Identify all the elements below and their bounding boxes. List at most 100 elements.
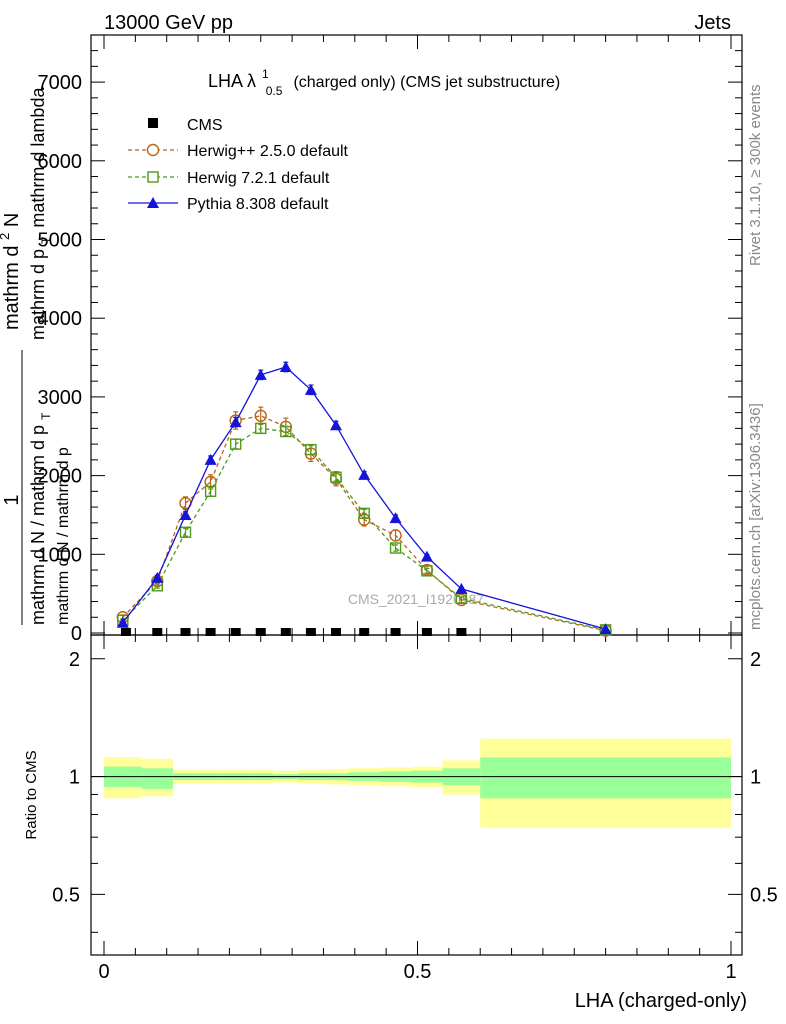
data-point xyxy=(329,419,342,431)
data-point xyxy=(305,443,317,456)
y-label-den1: mathrm d N / mathrm d p T xyxy=(28,412,53,625)
data-point xyxy=(420,550,433,562)
x-axis-label: LHA (charged-only) xyxy=(575,990,747,1012)
ratio-band-green xyxy=(480,757,731,799)
main-y-tick-label: 1000 xyxy=(38,544,83,566)
series-2 xyxy=(117,422,612,636)
ratio-y-tick-label-left: 0.5 xyxy=(52,884,80,906)
data-point xyxy=(204,453,217,465)
x-tick-label: 1 xyxy=(725,961,736,983)
header-jets: Jets xyxy=(694,12,731,34)
ratio-bands xyxy=(104,738,731,828)
data-point xyxy=(389,529,402,542)
main-y-tick-label: 2000 xyxy=(38,466,83,488)
main-y-tick-label: 7000 xyxy=(38,72,83,94)
x-tick-label: 0 xyxy=(98,961,109,983)
y-label-one: 1 xyxy=(1,494,23,505)
data-point xyxy=(229,438,242,450)
y-label-num2-rest: mathrm d lambda xyxy=(28,87,48,228)
data-point xyxy=(179,508,192,520)
data-point xyxy=(330,471,342,483)
ratio-band-green xyxy=(141,768,173,789)
main-y-tick-label: 4000 xyxy=(38,308,83,330)
main-y-tick-label: 3000 xyxy=(38,387,83,409)
data-point xyxy=(280,628,291,636)
data-point xyxy=(456,628,467,636)
ratio-y-tick-label-left: 1 xyxy=(69,767,80,789)
y-label-den2: mathrm d N / mathrm d p xyxy=(55,447,72,625)
y-label-num2-text: mathrm d p xyxy=(28,249,48,340)
data-point xyxy=(255,422,267,435)
data-point xyxy=(305,628,316,636)
ratio-panel-frame xyxy=(90,634,743,956)
main-y-tick-label: 6000 xyxy=(38,151,83,173)
series-layer xyxy=(116,360,612,637)
legend: CMS Herwig++ 2.5.0 default Herwig 7.2.1 … xyxy=(128,117,349,213)
data-point xyxy=(229,416,242,428)
chart-title-sup: 1 xyxy=(262,67,269,81)
ratio-y-tick-label-left: 2 xyxy=(69,649,80,671)
main-y-tick-label: 0 xyxy=(71,623,82,645)
ratio-y-tick-label-right: 2 xyxy=(750,649,761,671)
data-point xyxy=(279,360,292,372)
data-point xyxy=(255,628,266,636)
data-point xyxy=(390,628,401,636)
ratio-y-ticks: 0.5 0.5 1 1 2 2 xyxy=(52,649,778,933)
data-point xyxy=(330,628,341,636)
mcplots-label: mcplots.cern.ch [arXiv:1306.3436] xyxy=(747,403,764,630)
data-point xyxy=(421,565,433,577)
data-point xyxy=(116,616,129,628)
ratio-y-label: Ratio to CMS xyxy=(23,750,40,839)
y-label-num1-sup: 2 xyxy=(0,233,12,240)
ratio-y-tick-label-right: 1 xyxy=(750,767,761,789)
chart-title-main: LHA λ xyxy=(208,71,256,91)
header-energy: 13000 GeV pp xyxy=(104,12,233,34)
legend-herwigpp-label: Herwig++ 2.5.0 default xyxy=(187,143,349,160)
series-0 xyxy=(120,628,467,636)
legend-cms-label: CMS xyxy=(187,117,223,134)
rivet-label: Rivet 3.1.10, ≥ 300k events xyxy=(747,84,764,266)
series-3 xyxy=(116,360,612,635)
data-point xyxy=(152,628,163,636)
data-point xyxy=(304,383,317,395)
legend-herwig7-marker xyxy=(147,171,159,183)
data-point xyxy=(359,628,370,636)
main-y-ticks: 0 1000 2000 3000 4000 5000 6000 7000 xyxy=(38,50,742,645)
data-point xyxy=(204,485,217,498)
data-point xyxy=(389,512,402,524)
chart-title: LHA λ 1 0.5 (charged only) (CMS jet subs… xyxy=(208,62,560,99)
series-line xyxy=(122,366,606,630)
y-label-den1-text: mathrm d N / mathrm d p xyxy=(28,425,48,625)
data-point xyxy=(230,628,241,636)
data-point xyxy=(205,628,216,636)
data-point xyxy=(254,409,267,422)
y-label-num2-sub: T xyxy=(39,236,53,244)
ratio-y-tick-label-right: 0.5 xyxy=(750,884,778,906)
watermark: CMS_2021_I1920187 xyxy=(348,591,484,607)
data-point xyxy=(280,425,292,438)
y-label-num1-rest: N xyxy=(1,213,23,227)
data-point xyxy=(389,542,402,554)
legend-pythia-marker xyxy=(147,197,159,208)
legend-cms-marker xyxy=(148,118,158,128)
data-point xyxy=(254,368,267,380)
chart-title-rest: (charged only) (CMS jet substructure) xyxy=(293,74,560,91)
x-ticks: 0 0.5 1 xyxy=(98,35,737,983)
data-point xyxy=(180,628,191,636)
data-point xyxy=(151,571,164,583)
data-point xyxy=(421,628,432,636)
legend-pythia-label: Pythia 8.308 default xyxy=(187,196,329,213)
main-y-axis-label: 1 mathrm d N / mathrm d p T mathrm d 2 N… xyxy=(0,87,72,625)
legend-herwig7-label: Herwig 7.2.1 default xyxy=(187,170,330,187)
data-point xyxy=(179,526,192,538)
data-point xyxy=(358,468,371,480)
y-label-num1: mathrm d 2 N xyxy=(0,213,23,330)
x-tick-label: 0.5 xyxy=(404,961,432,983)
data-point xyxy=(358,507,370,520)
data-point xyxy=(455,582,468,594)
y-label-num2: mathrm d p T mathrm d lambda xyxy=(28,87,54,340)
y-label-num1-text: mathrm d xyxy=(1,246,23,330)
main-y-tick-label: 5000 xyxy=(38,230,83,252)
legend-herwigpp-marker xyxy=(146,143,160,157)
